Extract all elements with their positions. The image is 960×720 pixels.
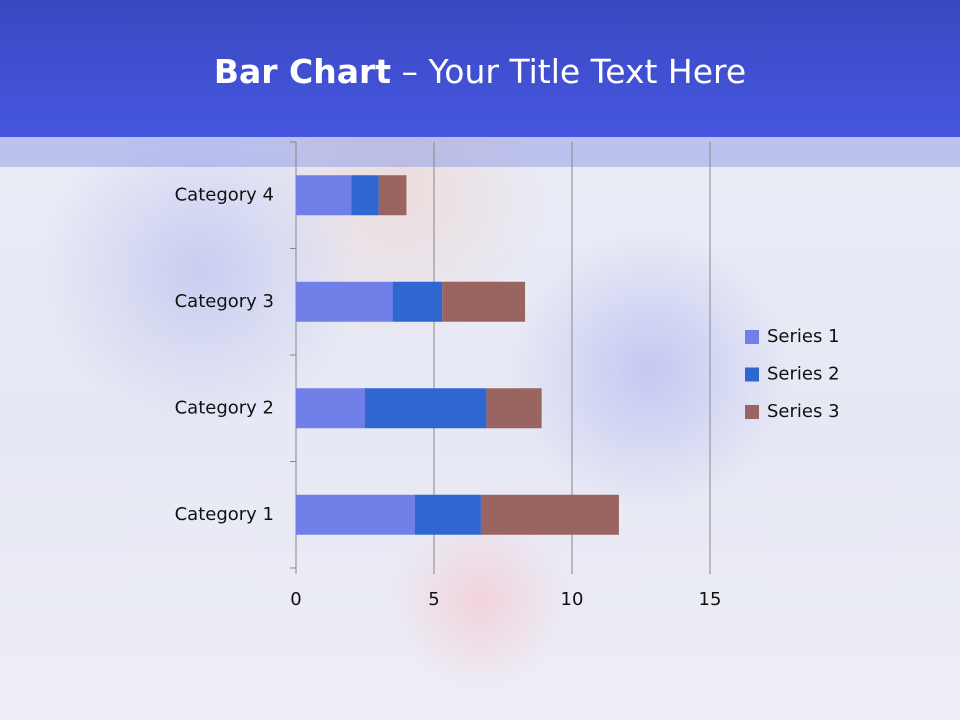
bar-segment bbox=[392, 281, 443, 322]
legend-swatch bbox=[745, 330, 759, 344]
x-tick-label: 15 bbox=[699, 589, 722, 610]
y-tick-label: Category 4 bbox=[175, 184, 274, 205]
bar-segment bbox=[414, 494, 481, 535]
bar-segment bbox=[378, 175, 407, 216]
title-rest: – Your Title Text Here bbox=[401, 52, 747, 91]
header-band bbox=[0, 137, 960, 167]
bar-segment bbox=[351, 175, 379, 216]
header bbox=[0, 0, 960, 137]
bar-segment bbox=[442, 281, 526, 322]
bar-segment bbox=[480, 494, 619, 535]
x-tick-label: 5 bbox=[428, 589, 439, 610]
bar-segment bbox=[486, 388, 542, 429]
x-tick-label: 0 bbox=[290, 589, 301, 610]
legend-label: Series 1 bbox=[767, 326, 840, 347]
y-tick-label: Category 1 bbox=[175, 504, 274, 525]
legend-label: Series 2 bbox=[767, 364, 840, 385]
x-tick-label: 10 bbox=[561, 589, 584, 610]
title-bold: Bar Chart bbox=[213, 52, 392, 91]
legend-swatch bbox=[745, 367, 759, 382]
bar-segment bbox=[296, 175, 352, 216]
bar-segment bbox=[296, 494, 415, 535]
legend-label: Series 3 bbox=[767, 401, 840, 422]
legend-swatch bbox=[745, 405, 759, 419]
title: Bar Chart – Your Title Text Here bbox=[0, 52, 960, 91]
bar-segment bbox=[296, 388, 365, 429]
y-tick-label: Category 2 bbox=[175, 397, 274, 418]
bar-segment bbox=[365, 388, 487, 429]
y-tick-label: Category 3 bbox=[175, 291, 274, 312]
bar-segment bbox=[296, 281, 393, 322]
